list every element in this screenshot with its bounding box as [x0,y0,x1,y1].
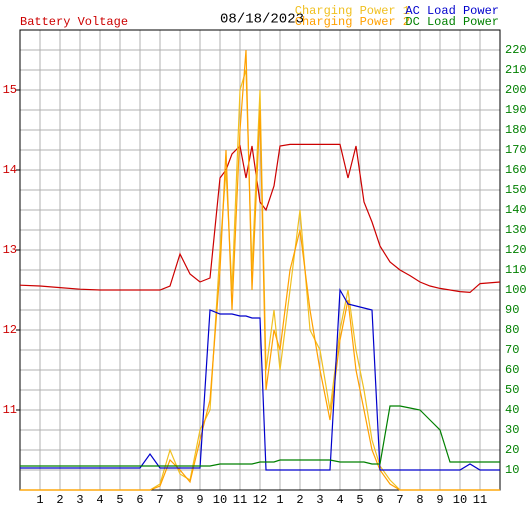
x-tick-label: 9 [436,493,443,507]
x-tick-label: 5 [116,493,123,507]
y2-tick-label: 40 [505,403,519,417]
y2-tick-label: 80 [505,323,519,337]
x-tick-label: 4 [96,493,103,507]
y-tick-label: 12 [3,323,17,337]
y2-tick-label: 110 [505,263,527,277]
legend-label: AC Load Power [405,4,499,18]
series-line [19,143,501,294]
x-tick-label: 8 [176,493,183,507]
x-tick-label: 10 [453,493,467,507]
y2-tick-label: 60 [505,363,519,377]
x-tick-label: 11 [233,493,247,507]
plot-border [19,29,501,491]
series-line [20,287,500,471]
x-tick-label: 7 [156,493,163,507]
x-tick-label: 2 [56,493,63,507]
y2-tick-label: 70 [505,343,519,357]
y2-tick-label: 120 [505,243,527,257]
y2-tick-label: 180 [505,123,527,137]
legend-label: Battery Voltage [20,15,128,29]
x-tick-label: 11 [473,493,487,507]
x-tick-label: 9 [196,493,203,507]
y-tick-label: 15 [3,83,17,97]
y-tick-label: 14 [3,163,17,177]
y2-tick-label: 190 [505,103,527,117]
x-tick-label: 5 [356,493,363,507]
y2-tick-label: 170 [505,143,527,157]
y-tick-label: 11 [3,403,17,417]
series-line [20,405,500,467]
legend-label: Charging Power 1 [295,4,410,18]
x-tick-label: 10 [213,493,227,507]
y2-tick-label: 90 [505,303,519,317]
y2-tick-label: 140 [505,203,527,217]
y2-tick-label: 30 [505,423,519,437]
y2-tick-label: 20 [505,443,519,457]
chart-title: 08/18/2023 [220,12,304,28]
y2-tick-label: 220 [505,43,527,57]
legend-label: Charging Power 2 [295,15,410,29]
x-tick-label: 1 [36,493,43,507]
x-tick-label: 3 [76,493,83,507]
y2-tick-label: 100 [505,283,527,297]
x-tick-label: 8 [416,493,423,507]
y2-tick-label: 130 [505,223,527,237]
y2-tick-label: 150 [505,183,527,197]
y2-tick-label: 210 [505,63,527,77]
series-line [20,49,500,491]
legend-label: DC Load Power [405,15,499,29]
x-tick-label: 12 [253,493,267,507]
x-tick-label: 7 [396,493,403,507]
x-tick-label: 6 [376,493,383,507]
x-tick-label: 1 [276,493,283,507]
y2-tick-label: 200 [505,83,527,97]
y2-tick-label: 50 [505,383,519,397]
x-tick-label: 2 [296,493,303,507]
x-tick-label: 6 [136,493,143,507]
x-tick-label: 3 [316,493,323,507]
x-tick-label: 4 [336,493,343,507]
y2-tick-label: 160 [505,163,527,177]
y-tick-label: 13 [3,243,17,257]
y2-tick-label: 10 [505,463,519,477]
